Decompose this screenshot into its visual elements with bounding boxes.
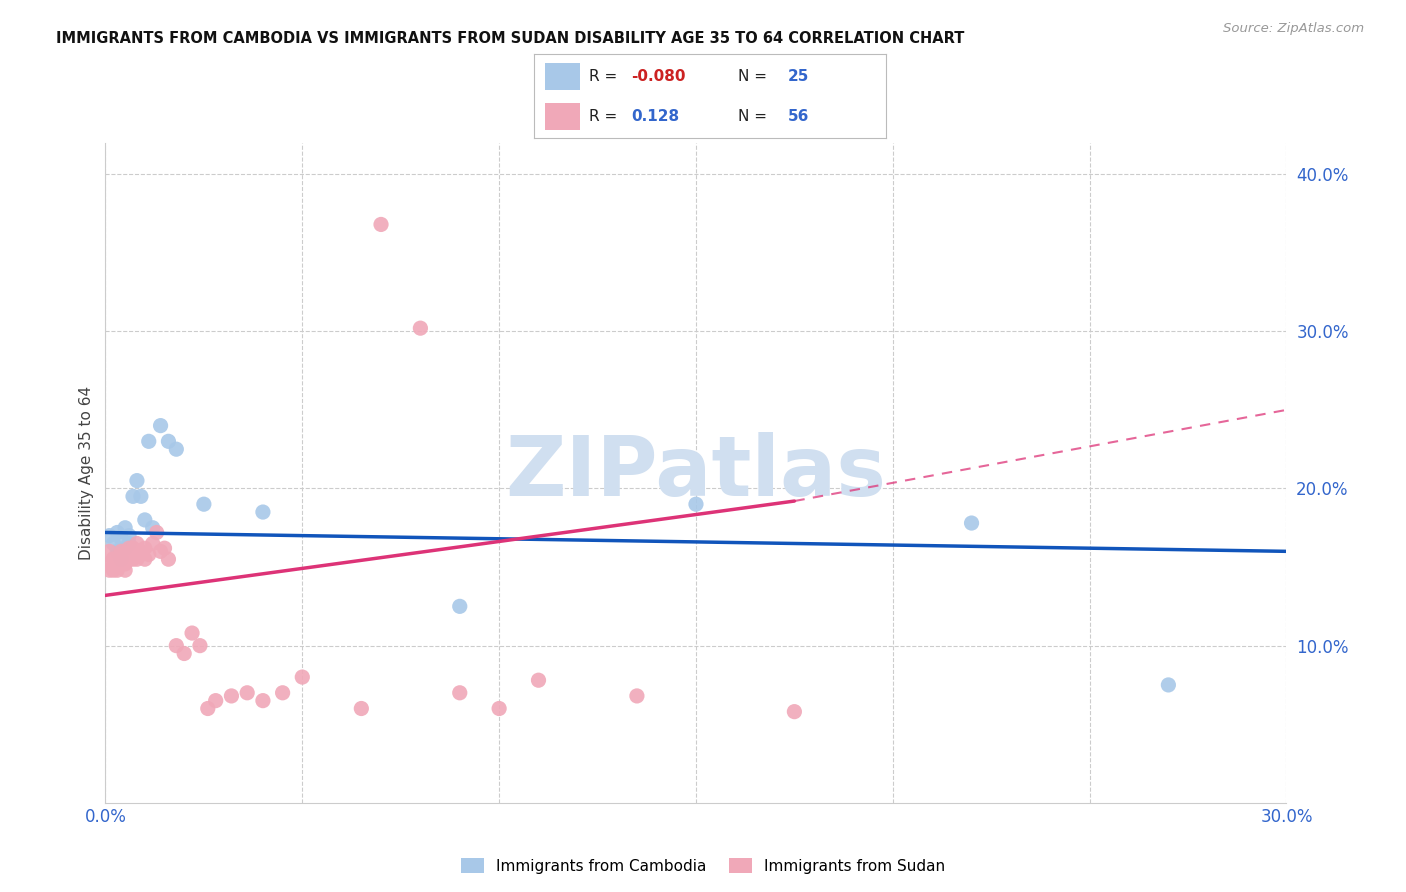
Text: 56: 56 xyxy=(787,109,808,124)
Point xyxy=(149,544,172,558)
Point xyxy=(118,552,141,566)
Point xyxy=(105,557,128,571)
Point xyxy=(98,544,121,558)
Point xyxy=(449,686,471,700)
Point xyxy=(98,528,121,542)
Point xyxy=(105,525,128,540)
Point xyxy=(142,521,165,535)
Point xyxy=(103,536,125,550)
Point xyxy=(271,686,294,700)
Point xyxy=(110,557,132,571)
Point xyxy=(118,548,141,562)
Point xyxy=(134,541,156,556)
FancyBboxPatch shape xyxy=(544,62,581,90)
Point xyxy=(142,536,165,550)
Point xyxy=(103,563,125,577)
Point xyxy=(149,418,172,433)
Point xyxy=(103,552,125,566)
Point xyxy=(236,686,259,700)
Point xyxy=(129,544,152,558)
Point xyxy=(685,497,707,511)
Point xyxy=(527,673,550,688)
Point xyxy=(1157,678,1180,692)
Text: Source: ZipAtlas.com: Source: ZipAtlas.com xyxy=(1223,22,1364,36)
Point xyxy=(204,693,226,707)
Point xyxy=(122,489,145,503)
Point xyxy=(197,701,219,715)
Point xyxy=(626,689,648,703)
Point xyxy=(125,544,148,558)
Point xyxy=(221,689,243,703)
Point xyxy=(118,536,141,550)
Point xyxy=(350,701,373,715)
Point xyxy=(103,560,125,574)
Point xyxy=(783,705,806,719)
Point xyxy=(157,434,180,449)
Text: -0.080: -0.080 xyxy=(631,69,686,84)
Point xyxy=(173,647,195,661)
Point xyxy=(105,560,128,574)
Point xyxy=(188,639,211,653)
Point xyxy=(138,548,160,562)
Text: R =: R = xyxy=(589,69,621,84)
Point xyxy=(153,541,176,556)
Point xyxy=(114,557,136,571)
Point xyxy=(114,541,136,556)
Point xyxy=(291,670,314,684)
Point xyxy=(105,544,128,558)
Point xyxy=(105,552,128,566)
Point xyxy=(110,552,132,566)
Point xyxy=(98,563,121,577)
Point xyxy=(125,552,148,566)
Point xyxy=(488,701,510,715)
Point xyxy=(252,693,274,707)
Text: N =: N = xyxy=(738,109,772,124)
Point xyxy=(122,552,145,566)
Point xyxy=(165,442,187,457)
Point xyxy=(252,505,274,519)
Point xyxy=(129,548,152,562)
Point xyxy=(103,552,125,566)
Point xyxy=(118,528,141,542)
Point xyxy=(118,541,141,556)
Point xyxy=(105,563,128,577)
Point xyxy=(181,626,204,640)
Point xyxy=(449,599,471,614)
Point xyxy=(125,536,148,550)
Point xyxy=(370,218,392,232)
Point xyxy=(114,521,136,535)
Point xyxy=(134,552,156,566)
Y-axis label: Disability Age 35 to 64: Disability Age 35 to 64 xyxy=(79,385,94,560)
Point xyxy=(138,434,160,449)
Point xyxy=(114,552,136,566)
Point xyxy=(409,321,432,335)
Point xyxy=(129,489,152,503)
Point xyxy=(134,513,156,527)
Point xyxy=(960,516,983,530)
Text: N =: N = xyxy=(738,69,772,84)
Legend: Immigrants from Cambodia, Immigrants from Sudan: Immigrants from Cambodia, Immigrants fro… xyxy=(454,852,952,880)
Point xyxy=(125,474,148,488)
Point xyxy=(193,497,215,511)
Point xyxy=(98,557,121,571)
Point xyxy=(114,552,136,566)
Point xyxy=(110,548,132,562)
Text: IMMIGRANTS FROM CAMBODIA VS IMMIGRANTS FROM SUDAN DISABILITY AGE 35 TO 64 CORREL: IMMIGRANTS FROM CAMBODIA VS IMMIGRANTS F… xyxy=(56,31,965,46)
Point xyxy=(145,525,167,540)
FancyBboxPatch shape xyxy=(544,103,581,130)
Point xyxy=(110,544,132,558)
Text: 25: 25 xyxy=(787,69,808,84)
Text: 0.128: 0.128 xyxy=(631,109,679,124)
Point xyxy=(110,532,132,546)
Point xyxy=(122,548,145,562)
Point xyxy=(114,563,136,577)
Text: ZIPatlas: ZIPatlas xyxy=(506,433,886,513)
Text: R =: R = xyxy=(589,109,627,124)
Point xyxy=(122,541,145,556)
Point xyxy=(157,552,180,566)
Point xyxy=(165,639,187,653)
